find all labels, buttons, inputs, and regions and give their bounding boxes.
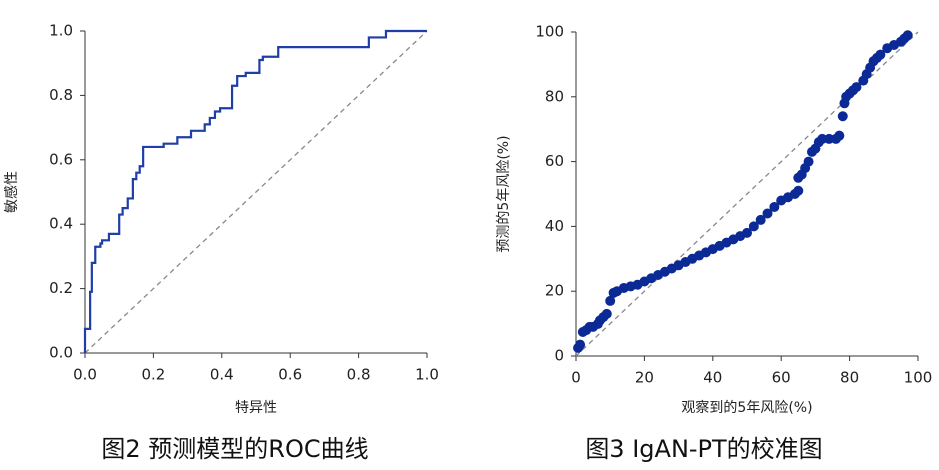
y-tick-label: 0.2 bbox=[49, 279, 73, 297]
y-tick-label: 0 bbox=[554, 347, 564, 365]
point bbox=[748, 221, 759, 232]
x-tick-label: 40 bbox=[703, 369, 722, 387]
y-axis-label: 预测的5年风险(%) bbox=[496, 135, 512, 252]
x-axis-label: 特异性 bbox=[235, 400, 277, 416]
point bbox=[762, 208, 773, 219]
point bbox=[769, 201, 780, 212]
x-tick-label: 0.8 bbox=[347, 366, 371, 384]
y-tick-label: 1.0 bbox=[49, 22, 73, 40]
x-tick-label: 60 bbox=[772, 369, 791, 387]
point bbox=[605, 295, 616, 306]
x-tick-label: 0.0 bbox=[73, 366, 97, 384]
x-tick-label: 20 bbox=[635, 369, 654, 387]
y-tick-label: 20 bbox=[545, 282, 564, 300]
chart-title: 图3 IgAN-PT的校准图 bbox=[585, 435, 822, 463]
point bbox=[575, 339, 586, 350]
point bbox=[803, 156, 814, 167]
y-tick-label: 100 bbox=[535, 23, 564, 41]
point bbox=[742, 227, 752, 238]
point bbox=[837, 111, 848, 122]
chart-title: 图2 预测模型的ROC曲线 bbox=[101, 435, 368, 463]
point bbox=[834, 130, 845, 141]
point bbox=[817, 133, 828, 144]
x-tick-label: 80 bbox=[840, 369, 859, 387]
y-tick-label: 0.0 bbox=[49, 344, 73, 362]
point bbox=[793, 185, 804, 196]
y-tick-label: 0.8 bbox=[49, 86, 73, 104]
reference-line bbox=[84, 30, 428, 354]
x-tick-label: 1.0 bbox=[415, 366, 439, 384]
x-axis-label: 观察到的5年风险(%) bbox=[681, 399, 812, 416]
x-tick-label: 0.4 bbox=[210, 366, 234, 384]
x-tick-label: 100 bbox=[904, 369, 933, 387]
y-tick-label: 0.6 bbox=[49, 150, 73, 168]
roc-curve bbox=[83, 29, 427, 353]
y-axis-label: 敏感性 bbox=[3, 171, 20, 213]
x-tick-label: 0 bbox=[571, 369, 581, 387]
y-tick-label: 40 bbox=[545, 217, 564, 235]
reference-line bbox=[575, 31, 919, 357]
point bbox=[755, 214, 766, 225]
point bbox=[601, 308, 612, 319]
x-tick-label: 0.6 bbox=[278, 366, 302, 384]
point bbox=[902, 30, 913, 41]
x-tick-label: 0.2 bbox=[141, 366, 165, 384]
point bbox=[824, 133, 835, 144]
y-tick-label: 60 bbox=[545, 152, 564, 170]
point bbox=[851, 82, 862, 93]
point bbox=[875, 49, 886, 60]
y-tick-label: 0.4 bbox=[49, 215, 73, 233]
y-tick-label: 80 bbox=[545, 87, 564, 105]
